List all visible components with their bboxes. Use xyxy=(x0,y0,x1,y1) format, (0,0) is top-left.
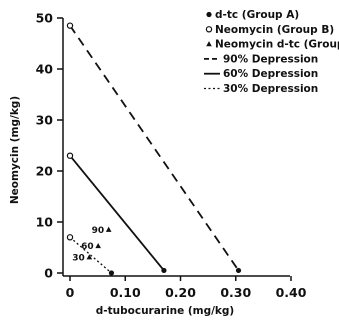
x-tick-label: 0.10 xyxy=(110,285,141,300)
point-filled-circle xyxy=(235,267,242,274)
y-tick-label: 40 xyxy=(36,62,54,77)
legend-label: 60% Depression xyxy=(223,68,318,80)
y-tick-label: 30 xyxy=(36,113,54,128)
series-lines xyxy=(69,25,240,274)
legend-label: d-tc (Group A) xyxy=(215,9,299,21)
x-tick-label: 0.30 xyxy=(220,285,251,300)
point-open-circle xyxy=(66,234,74,241)
point-open-circle xyxy=(66,22,74,29)
point-triangle xyxy=(105,226,112,232)
y-tick-label: 0 xyxy=(44,266,53,281)
x-axis-title: d-tubocurarine (mg/kg) xyxy=(96,305,234,317)
series-line-dashed xyxy=(69,25,240,271)
point-triangle xyxy=(86,254,93,260)
legend-marker-filled-circle xyxy=(206,11,212,18)
x-ticks: 0 0.10 0.20 0.30 0.40 xyxy=(66,276,307,300)
series-line-dotted xyxy=(69,236,112,274)
point-label: 60 xyxy=(81,242,94,252)
legend-marker-triangle xyxy=(206,41,212,47)
legend-label: Neomycin d-tc (Group xyxy=(215,39,339,51)
y-tick-label: 20 xyxy=(36,164,54,179)
y-axis-title: Neomycin (mg/kg) xyxy=(9,96,21,204)
y-ticks: 0 10 20 30 40 50 xyxy=(36,11,63,281)
y-tick-label: 10 xyxy=(36,215,54,230)
series-line-solid xyxy=(69,155,165,272)
x-tick-label: 0.20 xyxy=(165,285,196,300)
point-label: 90 xyxy=(92,226,105,236)
x-tick-label: 0 xyxy=(66,285,75,300)
x-tick-label: 0.40 xyxy=(276,285,307,300)
point-triangle xyxy=(95,242,101,249)
point-label: 30 xyxy=(72,253,85,263)
point-open-circle xyxy=(66,152,74,159)
legend: d-tc (Group A) Neomycin (Group B) Neomycin… xyxy=(204,9,339,95)
y-tick-label: 50 xyxy=(36,11,54,26)
legend-label: 90% Depression xyxy=(223,53,318,65)
axes: 0 10 20 30 40 50 0 0.10 0.20 0.30 0.40 Neomycin (… xyxy=(9,11,307,318)
point-filled-circle xyxy=(161,267,167,274)
legend-label: Neomycin (Group B) xyxy=(215,24,334,36)
point-filled-circle xyxy=(108,270,115,276)
legend-label: 30% Depression xyxy=(223,83,318,95)
legend-marker-open-circle xyxy=(205,26,213,33)
